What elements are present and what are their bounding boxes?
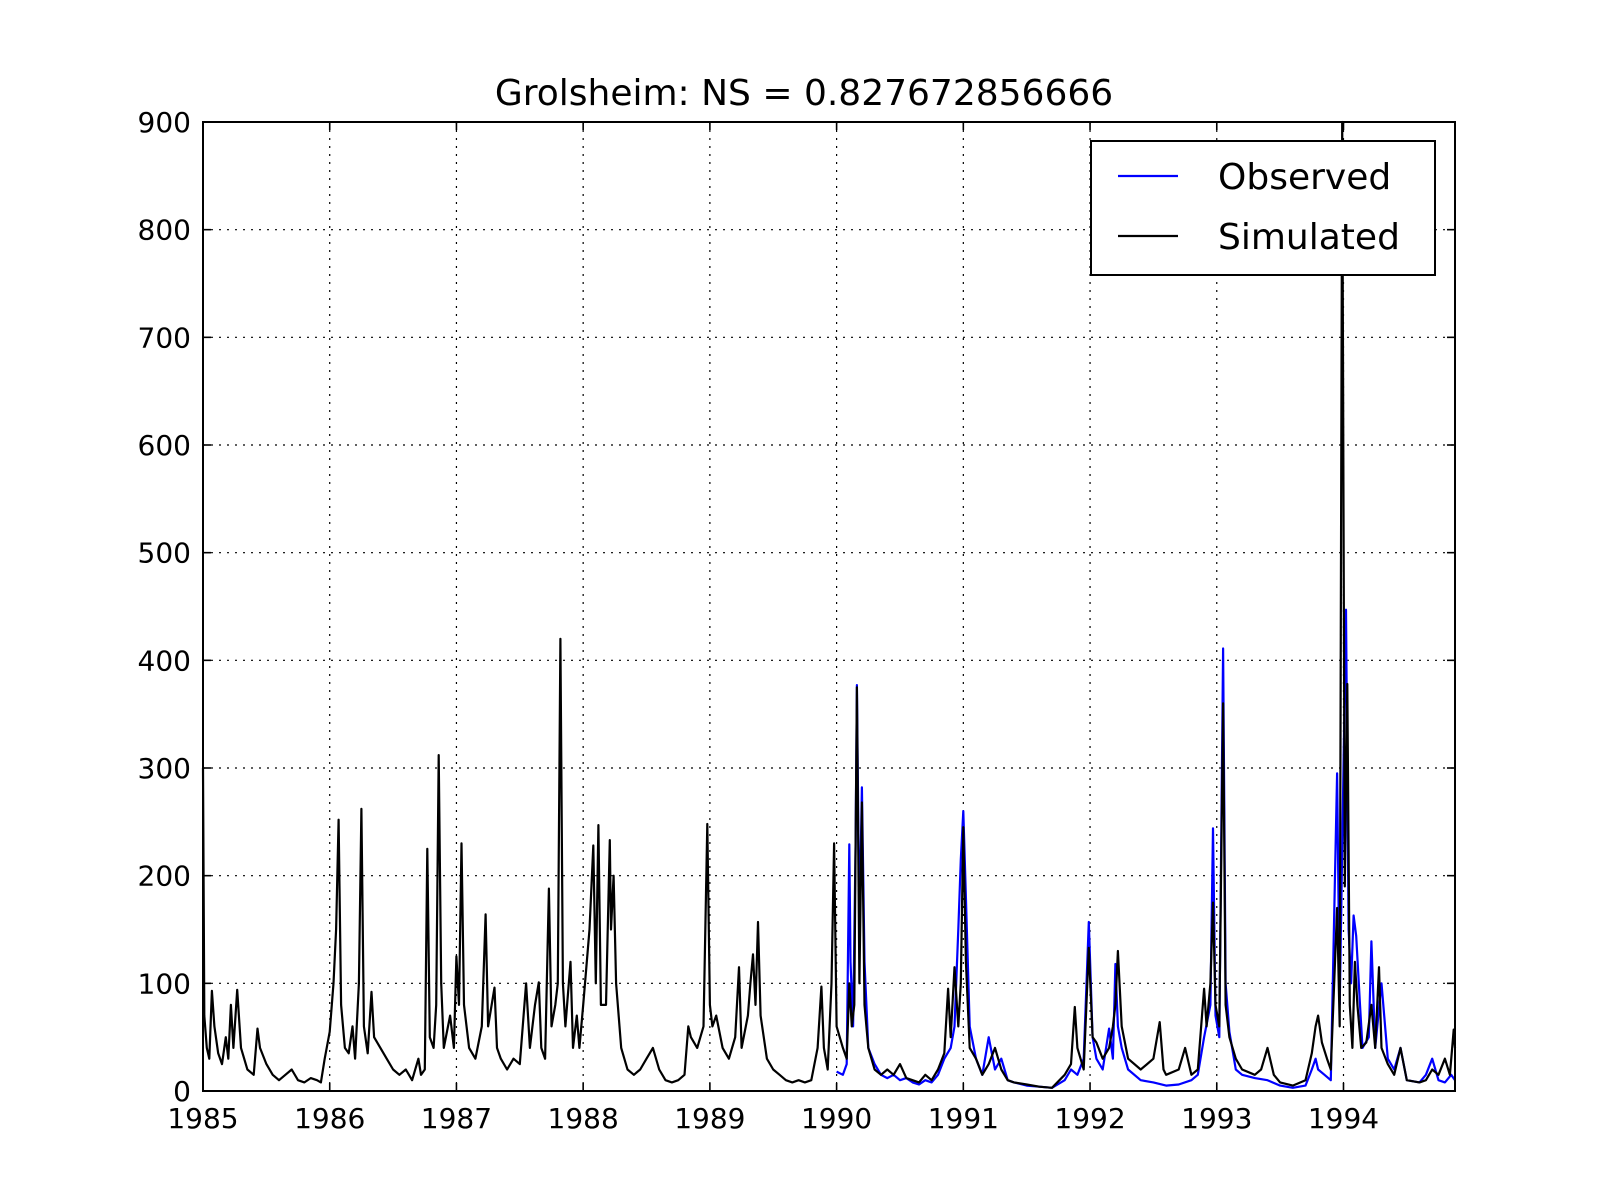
legend-box <box>1090 140 1436 276</box>
y-tick-label: 900 <box>138 106 191 139</box>
x-tick-label: 1987 <box>421 1102 492 1135</box>
legend-label-observed: Observed <box>1218 157 1391 198</box>
x-tick-label: 1988 <box>548 1102 619 1135</box>
legend: Observed Simulated <box>1090 140 1436 276</box>
plot-area-frame <box>202 121 1456 1092</box>
y-tick-label: 0 <box>173 1075 191 1108</box>
y-tick-label: 500 <box>138 537 191 570</box>
x-tick-label: 1992 <box>1054 1102 1125 1135</box>
y-tick-label: 600 <box>138 429 191 462</box>
x-tick-label: 1990 <box>801 1102 872 1135</box>
legend-label-simulated: Simulated <box>1218 217 1400 258</box>
y-tick-label: 200 <box>138 860 191 893</box>
y-tick-label: 400 <box>138 644 191 677</box>
grid-lines <box>203 122 1455 1091</box>
series-line-observed <box>836 608 1456 1089</box>
y-tick-label: 100 <box>138 967 191 1000</box>
axis-ticks: 1985 1986 1987 1988 1989 1990 1991 1992 1993 1994… <box>138 106 1455 1135</box>
x-tick-label: 1993 <box>1181 1102 1252 1135</box>
x-tick-label: 1985 <box>167 1102 238 1135</box>
y-tick-label: 300 <box>138 752 191 785</box>
x-tick-label: 1986 <box>294 1102 365 1135</box>
series-lines <box>201 120 1457 1089</box>
series-line-simulated <box>201 120 1457 1089</box>
x-tick-label: 1991 <box>928 1102 999 1135</box>
x-tick-label: 1994 <box>1308 1102 1379 1135</box>
y-tick-label: 700 <box>138 321 191 354</box>
y-tick-label: 800 <box>138 214 191 247</box>
chart-title: Grolsheim: NS = 0.827672856666 <box>495 73 1113 114</box>
x-tick-label: 1989 <box>674 1102 745 1135</box>
